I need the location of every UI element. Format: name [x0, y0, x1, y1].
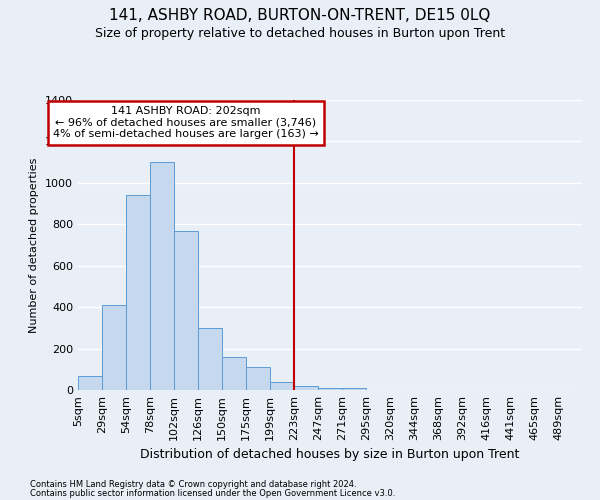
Bar [318, 388, 342, 390]
Bar [78, 376, 102, 390]
Bar [174, 230, 198, 390]
Text: Contains public sector information licensed under the Open Government Licence v3: Contains public sector information licen… [30, 489, 395, 498]
Bar [198, 328, 222, 390]
Bar [150, 162, 174, 390]
Bar [342, 388, 366, 390]
Bar [222, 357, 246, 390]
Text: 141, ASHBY ROAD, BURTON-ON-TRENT, DE15 0LQ: 141, ASHBY ROAD, BURTON-ON-TRENT, DE15 0… [109, 8, 491, 22]
Bar [246, 367, 270, 390]
Bar [126, 196, 150, 390]
Y-axis label: Number of detached properties: Number of detached properties [29, 158, 40, 332]
Text: 141 ASHBY ROAD: 202sqm
← 96% of detached houses are smaller (3,746)
4% of semi-d: 141 ASHBY ROAD: 202sqm ← 96% of detached… [53, 106, 319, 140]
Text: Contains HM Land Registry data © Crown copyright and database right 2024.: Contains HM Land Registry data © Crown c… [30, 480, 356, 489]
Bar [270, 382, 294, 390]
Text: Size of property relative to detached houses in Burton upon Trent: Size of property relative to detached ho… [95, 28, 505, 40]
Bar [102, 305, 126, 390]
Bar [294, 386, 318, 390]
X-axis label: Distribution of detached houses by size in Burton upon Trent: Distribution of detached houses by size … [140, 448, 520, 462]
